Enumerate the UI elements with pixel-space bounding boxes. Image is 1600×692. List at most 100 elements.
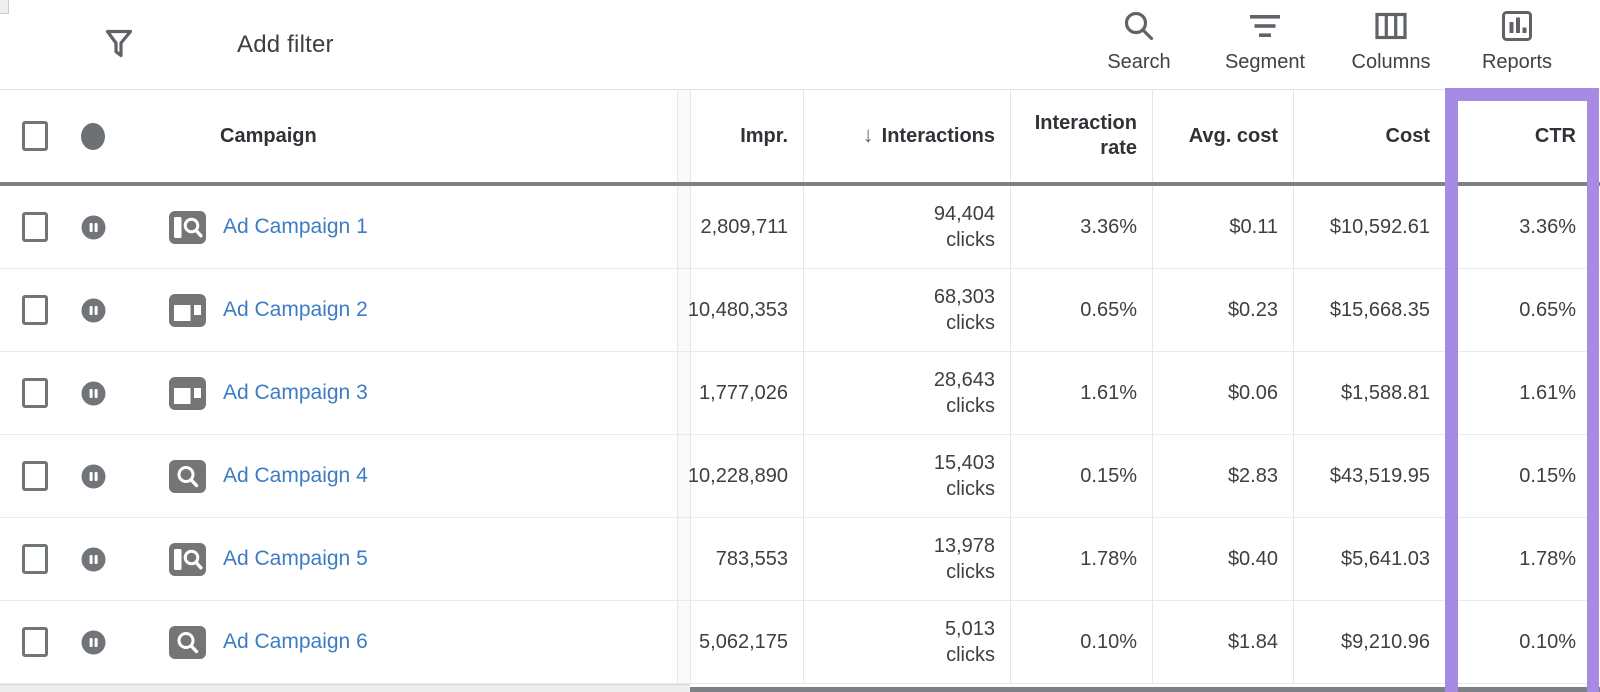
interactions-cell: 13,978 clicks bbox=[803, 518, 1010, 600]
search-button[interactable]: Search bbox=[1076, 8, 1202, 74]
row-checkbox[interactable] bbox=[22, 461, 48, 491]
search-icon bbox=[1121, 8, 1157, 44]
ctr-cell: 3.36% bbox=[1445, 186, 1600, 268]
avg-cost-cell: $0.40 bbox=[1152, 518, 1293, 600]
interactions-unit: clicks bbox=[946, 478, 995, 500]
screen-corner-artifact bbox=[0, 0, 9, 14]
interaction-rate-cell: 3.36% bbox=[1010, 186, 1152, 268]
table-row: Ad Campaign 1 2,809,711 94,404 clicks 3.… bbox=[0, 186, 1600, 269]
ctr-cell: 1.61% bbox=[1445, 352, 1600, 434]
impressions-cell: 1,777,026 bbox=[690, 352, 803, 434]
display-campaign-icon bbox=[169, 293, 206, 327]
frozen-column-divider bbox=[677, 518, 690, 600]
interactions-cell: 94,404 clicks bbox=[803, 186, 1010, 268]
select-all-checkbox[interactable] bbox=[22, 121, 48, 151]
campaign-cell: Ad Campaign 4 bbox=[0, 435, 677, 517]
campaign-link[interactable]: Ad Campaign 5 bbox=[223, 547, 368, 570]
search-label: Search bbox=[1107, 51, 1171, 73]
avg-cost-cell: $2.83 bbox=[1152, 435, 1293, 517]
impressions-cell: 10,480,353 bbox=[688, 269, 803, 351]
campaign-link[interactable]: Ad Campaign 6 bbox=[223, 630, 368, 653]
campaign-link[interactable]: Ad Campaign 4 bbox=[223, 464, 368, 487]
table-bottom-edge bbox=[0, 684, 1600, 692]
frozen-column-divider bbox=[677, 435, 690, 517]
table-row: Ad Campaign 3 1,777,026 28,643 clicks 1.… bbox=[0, 352, 1600, 435]
table-header-row: Campaign Impr. ↓ Interactions Interactio… bbox=[0, 90, 1600, 186]
segment-label: Segment bbox=[1224, 51, 1306, 73]
cost-cell: $43,519.95 bbox=[1293, 435, 1445, 517]
ctr-cell: 0.10% bbox=[1445, 601, 1600, 683]
interactions-value: 94,404 bbox=[933, 203, 995, 225]
ctr-cell: 0.15% bbox=[1445, 435, 1600, 517]
cost-cell: $15,668.35 bbox=[1293, 269, 1445, 351]
paused-status-icon[interactable] bbox=[81, 464, 106, 489]
interactions-column-header[interactable]: ↓ Interactions bbox=[803, 90, 1010, 182]
campaign-link[interactable]: Ad Campaign 1 bbox=[223, 215, 368, 238]
interactions-cell: 28,643 clicks bbox=[803, 352, 1010, 434]
columns-button[interactable]: Columns bbox=[1328, 8, 1454, 74]
campaign-column-header[interactable]: Campaign bbox=[220, 124, 317, 147]
row-checkbox[interactable] bbox=[22, 295, 48, 325]
toolbar-actions: Search Segment bbox=[1076, 8, 1580, 74]
columns-icon bbox=[1373, 8, 1409, 44]
frozen-column-divider bbox=[677, 601, 690, 683]
paused-status-icon[interactable] bbox=[81, 298, 106, 323]
interaction-rate-header-label: Interaction rate bbox=[1034, 112, 1137, 159]
interactions-value: 13,978 bbox=[933, 535, 995, 557]
frozen-column-divider bbox=[677, 269, 690, 351]
interactions-cell: 68,303 clicks bbox=[803, 269, 1010, 351]
paused-status-icon[interactable] bbox=[81, 215, 106, 240]
ctr-column-header[interactable]: CTR bbox=[1445, 90, 1600, 182]
table-body: Ad Campaign 1 2,809,711 94,404 clicks 3.… bbox=[0, 186, 1600, 684]
table-row: Ad Campaign 4 10,228,890 15,403 clicks 0… bbox=[0, 435, 1600, 518]
cost-cell: $5,641.03 bbox=[1293, 518, 1445, 600]
frozen-bottom-strip bbox=[0, 684, 690, 692]
frozen-column-divider bbox=[677, 186, 690, 268]
impressions-column-header[interactable]: Impr. bbox=[690, 90, 803, 182]
sort-descending-icon: ↓ bbox=[862, 122, 874, 147]
paused-status-icon[interactable] bbox=[81, 381, 106, 406]
status-dot-icon[interactable] bbox=[81, 122, 105, 150]
cost-cell: $1,588.81 bbox=[1293, 352, 1445, 434]
table-toolbar: Add filter Search bbox=[0, 0, 1600, 90]
row-checkbox[interactable] bbox=[22, 212, 48, 242]
interactions-cell: 5,013 clicks bbox=[803, 601, 1010, 683]
campaign-cell: Ad Campaign 2 bbox=[0, 269, 677, 351]
filter-funnel-icon bbox=[103, 27, 135, 63]
frozen-column-divider bbox=[677, 90, 690, 182]
table-row: Ad Campaign 2 10,480,353 68,303 clicks 0… bbox=[0, 269, 1600, 352]
campaign-link[interactable]: Ad Campaign 3 bbox=[223, 381, 368, 404]
impressions-cell: 10,228,890 bbox=[688, 435, 803, 517]
add-filter-label[interactable]: Add filter bbox=[237, 30, 334, 58]
frozen-column-divider bbox=[677, 352, 690, 434]
row-checkbox[interactable] bbox=[22, 378, 48, 408]
row-checkbox[interactable] bbox=[22, 627, 48, 657]
interaction-rate-cell: 1.61% bbox=[1010, 352, 1152, 434]
interaction-rate-column-header[interactable]: Interaction rate bbox=[1010, 90, 1152, 182]
add-filter-button[interactable] bbox=[103, 27, 135, 63]
campaign-link[interactable]: Ad Campaign 2 bbox=[223, 298, 368, 321]
interactions-value: 28,643 bbox=[933, 369, 995, 391]
interactions-unit: clicks bbox=[946, 561, 995, 583]
segment-icon bbox=[1247, 8, 1283, 44]
interactions-unit: clicks bbox=[946, 229, 995, 251]
interactions-cell: 15,403 clicks bbox=[803, 435, 1010, 517]
cost-cell: $9,210.96 bbox=[1293, 601, 1445, 683]
campaign-cell: Ad Campaign 5 bbox=[0, 518, 677, 600]
avg-cost-column-header[interactable]: Avg. cost bbox=[1152, 90, 1293, 182]
segment-button[interactable]: Segment bbox=[1202, 8, 1328, 74]
avg-cost-cell: $0.23 bbox=[1152, 269, 1293, 351]
reports-button[interactable]: Reports bbox=[1454, 8, 1580, 74]
avg-cost-cell: $0.06 bbox=[1152, 352, 1293, 434]
row-checkbox[interactable] bbox=[22, 544, 48, 574]
interactions-unit: clicks bbox=[946, 395, 995, 417]
interactions-value: 68,303 bbox=[933, 286, 995, 308]
paused-status-icon[interactable] bbox=[81, 547, 106, 572]
ctr-cell: 0.65% bbox=[1445, 269, 1600, 351]
campaign-cell: Ad Campaign 1 bbox=[0, 186, 677, 268]
paused-status-icon[interactable] bbox=[81, 630, 106, 655]
cost-column-header[interactable]: Cost bbox=[1293, 90, 1445, 182]
interactions-value: 5,013 bbox=[944, 618, 995, 640]
campaign-header-cell: Campaign bbox=[0, 90, 677, 182]
